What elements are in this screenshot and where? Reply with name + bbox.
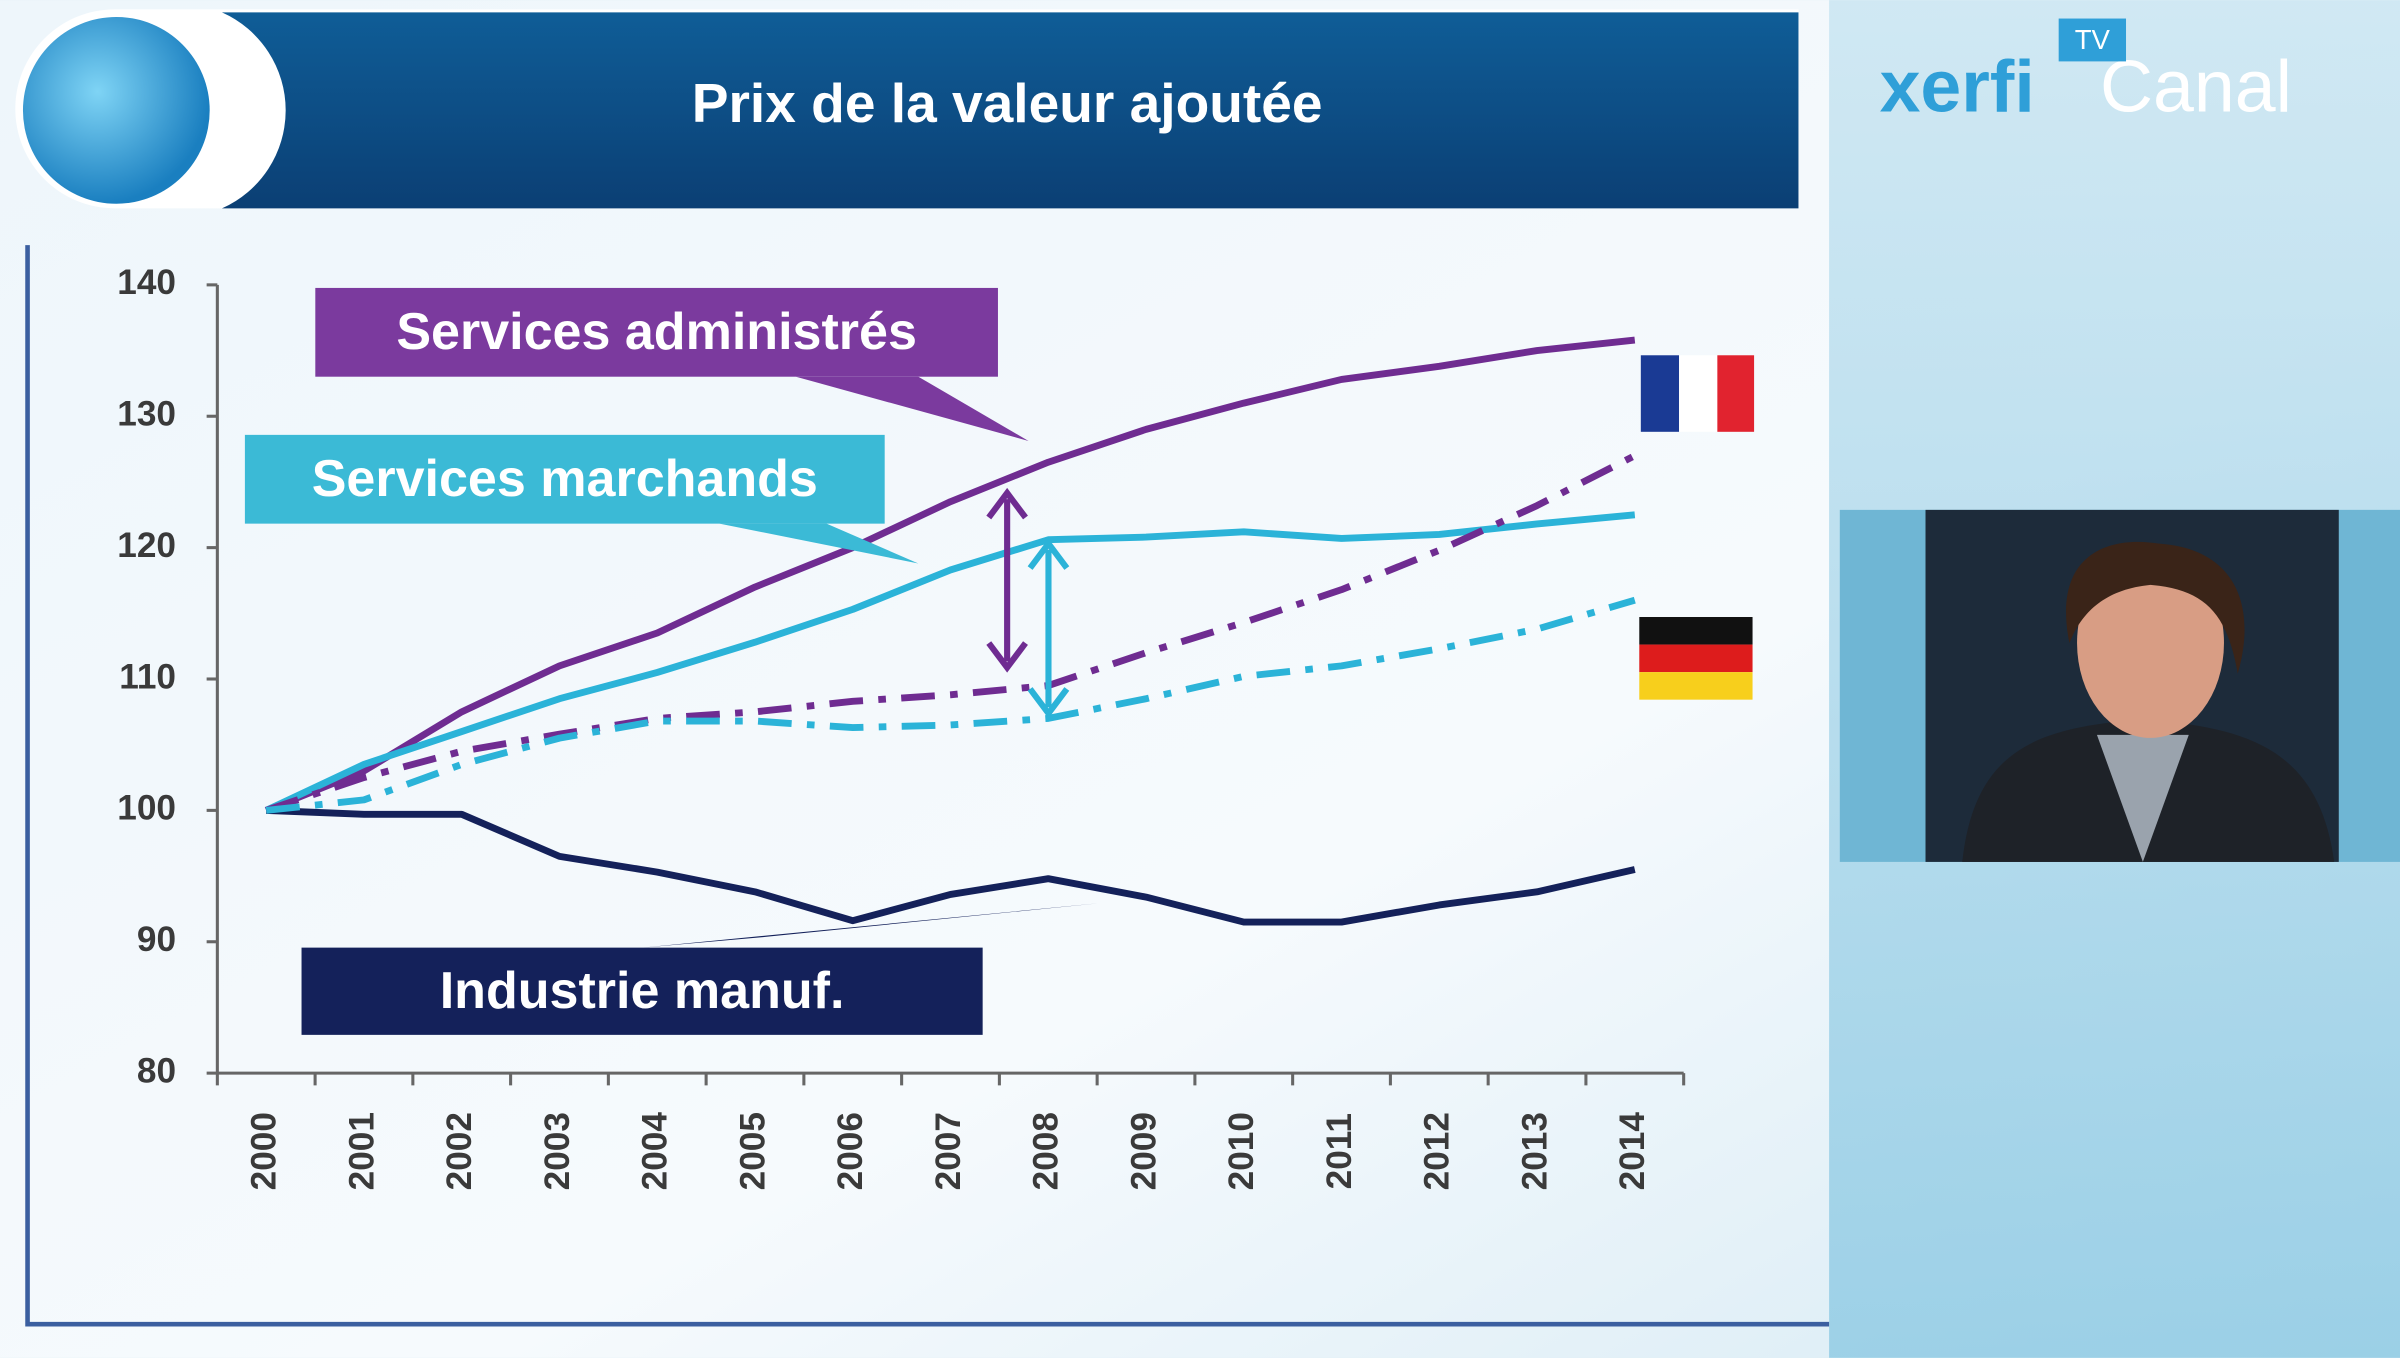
globe-logo (22, 17, 210, 204)
x-tick-label: 2010 (1222, 1112, 1261, 1190)
flag-france (1640, 355, 1755, 432)
x-tick-label: 2007 (929, 1112, 968, 1190)
series-line (266, 806, 1636, 926)
x-tick-label: 2005 (733, 1112, 772, 1190)
y-tick-label: 130 (117, 395, 176, 434)
brand-badge: TV (2075, 24, 2111, 55)
video-inset (1839, 509, 2400, 862)
series-line (264, 511, 1636, 814)
gap-arrow-head (1027, 687, 1070, 719)
gap-arrow-head (1027, 538, 1070, 570)
x-tick-label: 2009 (1124, 1112, 1163, 1190)
flag-germany (1639, 617, 1753, 700)
y-tick-label: 140 (117, 263, 176, 302)
brand-channel: Canal (2100, 44, 2292, 127)
x-tick-label: 2012 (1418, 1112, 1457, 1190)
gap-arrow-head (986, 487, 1028, 520)
frame-line (25, 245, 1830, 1327)
series-line (265, 596, 1636, 814)
callout-box (244, 434, 885, 524)
series-line (265, 452, 1637, 814)
y-tick-label: 110 (119, 657, 176, 696)
y-tick-label: 100 (117, 789, 176, 828)
x-tick-label: 2008 (1027, 1112, 1066, 1190)
x-tick-label: 2002 (440, 1112, 479, 1190)
callout-box (301, 947, 983, 1035)
y-tick-label: 80 (137, 1051, 176, 1090)
series-line (264, 336, 1636, 814)
x-tick-label: 2003 (538, 1112, 577, 1190)
brand-name: xerfi (1880, 44, 2035, 127)
callout-pointer (795, 376, 1029, 441)
chart-title: Prix de la valeur ajoutée (692, 72, 1323, 134)
y-tick-label: 120 (117, 526, 176, 565)
presenter-hair (2066, 541, 2245, 674)
callout-pointer (642, 903, 1099, 948)
presenter-shirt (2096, 734, 2189, 862)
y-tick-label: 90 (137, 920, 176, 959)
x-tick-label: 2014 (1613, 1112, 1652, 1191)
title-bar (221, 12, 1799, 209)
presenter-head (2077, 548, 2224, 738)
gap-arrow-head (986, 641, 1028, 673)
callout-label: Services administrés (396, 303, 917, 361)
x-tick-label: 2000 (245, 1112, 284, 1190)
callout-pointer (719, 523, 919, 564)
x-tick-label: 2001 (342, 1112, 381, 1190)
callout-label: Services marchands (312, 450, 818, 508)
plot: 80 90 100 110 120 130 140 2000 2001 2002 2003 2004 2… (117, 263, 1686, 1191)
callout-label: Industrie manuf. (440, 962, 845, 1020)
x-tick-label: 2004 (636, 1112, 675, 1191)
callout-box (315, 287, 998, 377)
x-tick-label: 2011 (1320, 1113, 1359, 1189)
x-tick-label: 2013 (1515, 1112, 1554, 1190)
x-tick-label: 2006 (831, 1112, 870, 1190)
brand-badge-box (2058, 18, 2127, 62)
